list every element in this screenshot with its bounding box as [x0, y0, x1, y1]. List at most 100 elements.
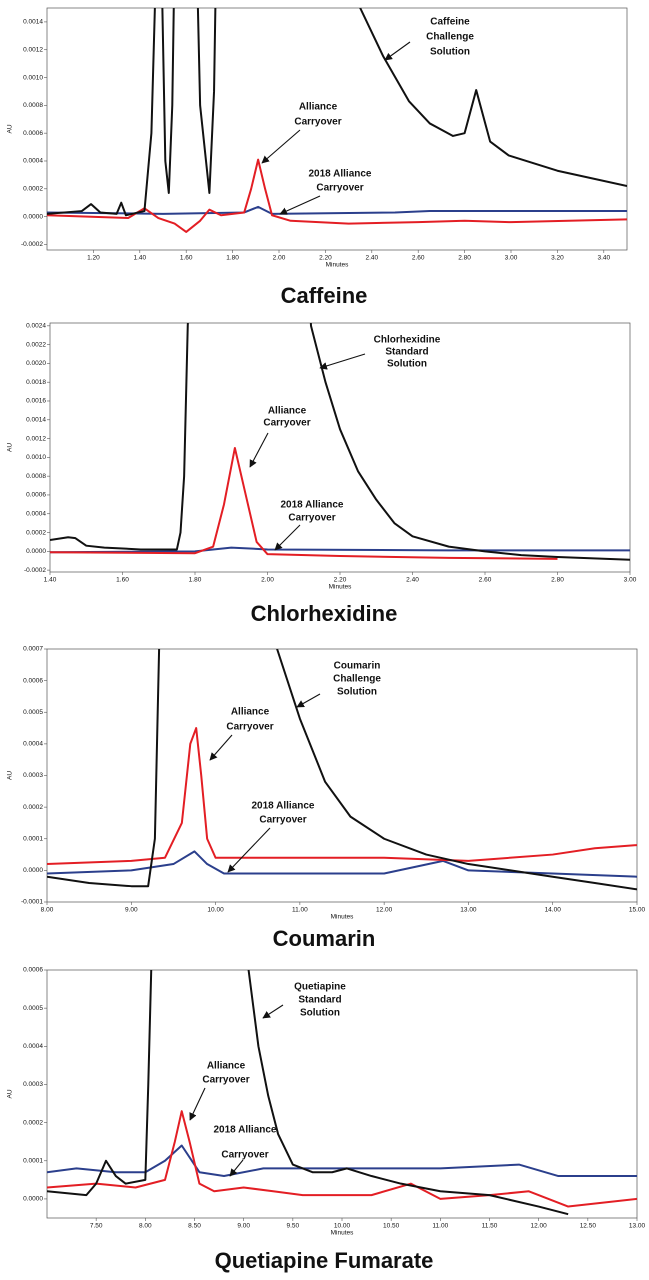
x-tick-label: 3.40 [597, 255, 610, 262]
x-tick-label: 8.50 [188, 1223, 201, 1230]
y-tick-label: 0.0024 [26, 323, 46, 330]
annotation-text: Quetiapine [294, 982, 346, 993]
trace-line [47, 1110, 637, 1208]
x-tick-label: 1.60 [180, 255, 193, 262]
annotation-text: Standard [385, 347, 428, 358]
x-tick-label: 1.80 [189, 577, 202, 584]
annotation-text: Carryover [221, 1150, 268, 1161]
annotation-text: Standard [298, 995, 341, 1006]
x-tick-label: 2.40 [406, 577, 419, 584]
y-tick-label: 0.0004 [26, 510, 46, 517]
trace-line [50, 446, 558, 560]
trace-line [50, 323, 630, 561]
chart-panel: 0.0007 0.0006 0.0005 0.0004 0.0003 0.0002 0.00… [7, 646, 646, 951]
x-tick-label: 10.50 [383, 1223, 400, 1230]
x-axis-label: Minutes [331, 1230, 355, 1237]
x-tick-label: 2.00 [261, 577, 274, 584]
y-tick-label: -0.0001 [21, 899, 43, 906]
x-tick-label: 13.00 [460, 907, 477, 914]
plot-frame [49, 322, 631, 573]
y-tick-label: 0.0000 [23, 213, 43, 220]
annotation-text: Solution [337, 687, 377, 698]
chart-title: Coumarin [273, 926, 376, 951]
annotation-text: 2018 Alliance [251, 801, 314, 812]
annotation-text: Challenge [426, 32, 474, 43]
annotation-arrow [249, 432, 269, 468]
y-tick-label: 0.0002 [23, 804, 43, 811]
y-tick-label: 0.0003 [23, 1081, 43, 1088]
y-tick-label: 0.0006 [26, 492, 46, 499]
y-tick-label: 0.0005 [23, 709, 43, 716]
annotation-text: Solution [430, 47, 470, 58]
annotation-text: 2018 Alliance [308, 169, 371, 180]
chart-panel: 0.0024 0.0022 0.0020 0.0018 0.0016 0.0014 0.00… [7, 322, 637, 626]
x-tick-label: 9.50 [287, 1223, 300, 1230]
annotation-arrow [319, 353, 366, 370]
chart-title: Quetiapine Fumarate [215, 1248, 434, 1273]
y-tick-label: 0.0006 [23, 967, 43, 974]
y-tick-label: 0.0012 [23, 46, 43, 53]
y-tick-label: 0.0022 [26, 341, 46, 348]
annotation-text: Alliance [299, 102, 338, 113]
x-tick-label: 1.60 [116, 577, 129, 584]
x-tick-label: 7.50 [90, 1223, 103, 1230]
trace-line [47, 970, 569, 1216]
x-axis-label: Minutes [331, 914, 355, 921]
y-tick-label: 0.0000 [26, 548, 46, 555]
x-tick-label: 2.40 [365, 255, 378, 262]
x-tick-label: 1.80 [226, 255, 239, 262]
x-tick-label: 11.00 [432, 1223, 448, 1230]
y-tick-label: 0.0001 [23, 1157, 43, 1164]
y-tick-label: 0.0008 [23, 102, 43, 109]
annotation-text: Carryover [316, 183, 363, 194]
x-tick-label: 2.20 [334, 577, 347, 584]
x-tick-label: 2.00 [273, 255, 286, 262]
x-axis-label: Minutes [329, 584, 353, 591]
y-tick-label: 0.0014 [23, 19, 43, 26]
y-tick-label: 0.0006 [23, 677, 43, 684]
y-axis-label: AU [7, 124, 14, 133]
x-tick-label: 1.20 [87, 255, 100, 262]
trace-line [47, 1144, 637, 1178]
x-tick-label: 9.00 [237, 1223, 250, 1230]
x-tick-label: 11.50 [482, 1223, 498, 1230]
annotation-text: Caffeine [430, 17, 470, 28]
annotation-text: Chlorhexidine [374, 335, 441, 346]
y-tick-label: 0.0000 [23, 867, 43, 874]
annotation-arrow [189, 1087, 206, 1121]
x-tick-label: 3.20 [551, 255, 564, 262]
x-tick-label: 14.00 [545, 907, 562, 914]
annotation-arrow [279, 195, 321, 215]
annotation-text: Carryover [288, 513, 335, 524]
x-tick-label: 3.00 [505, 255, 518, 262]
y-tick-label: -0.0002 [21, 241, 43, 248]
trace-line [47, 649, 637, 891]
annotation-arrow [229, 1159, 244, 1177]
x-axis-label: Minutes [326, 262, 350, 269]
annotation-arrow [209, 734, 233, 761]
trace-line [47, 158, 627, 233]
x-tick-label: 10.00 [207, 907, 224, 914]
annotation-text: Alliance [231, 707, 270, 718]
annotation-text: Alliance [207, 1061, 246, 1072]
x-tick-label: 8.00 [41, 907, 54, 914]
annotation-text: 2018 Alliance [280, 500, 343, 511]
annotation-text: Challenge [333, 674, 381, 685]
y-tick-label: 0.0012 [26, 435, 46, 442]
annotation-arrow [274, 524, 301, 551]
chart-title: Caffeine [281, 283, 368, 308]
annotation-text: Carryover [263, 418, 310, 429]
x-tick-label: 9.00 [125, 907, 138, 914]
y-tick-label: 0.0002 [26, 529, 46, 536]
annotation-arrow [296, 693, 321, 708]
y-tick-label: 0.0000 [23, 1196, 43, 1203]
y-tick-label: 0.0010 [26, 454, 46, 461]
annotation-arrow [384, 41, 411, 61]
y-tick-label: 0.0004 [23, 1043, 43, 1050]
annotation-text: Carryover [259, 815, 306, 826]
x-tick-label: 11.00 [292, 907, 308, 914]
y-tick-label: -0.0002 [24, 567, 46, 574]
chart-panel: 0.0014 0.0012 0.0010 0.0008 0.0006 0.0004 0.00… [7, 7, 628, 308]
x-tick-label: 2.20 [319, 255, 332, 262]
